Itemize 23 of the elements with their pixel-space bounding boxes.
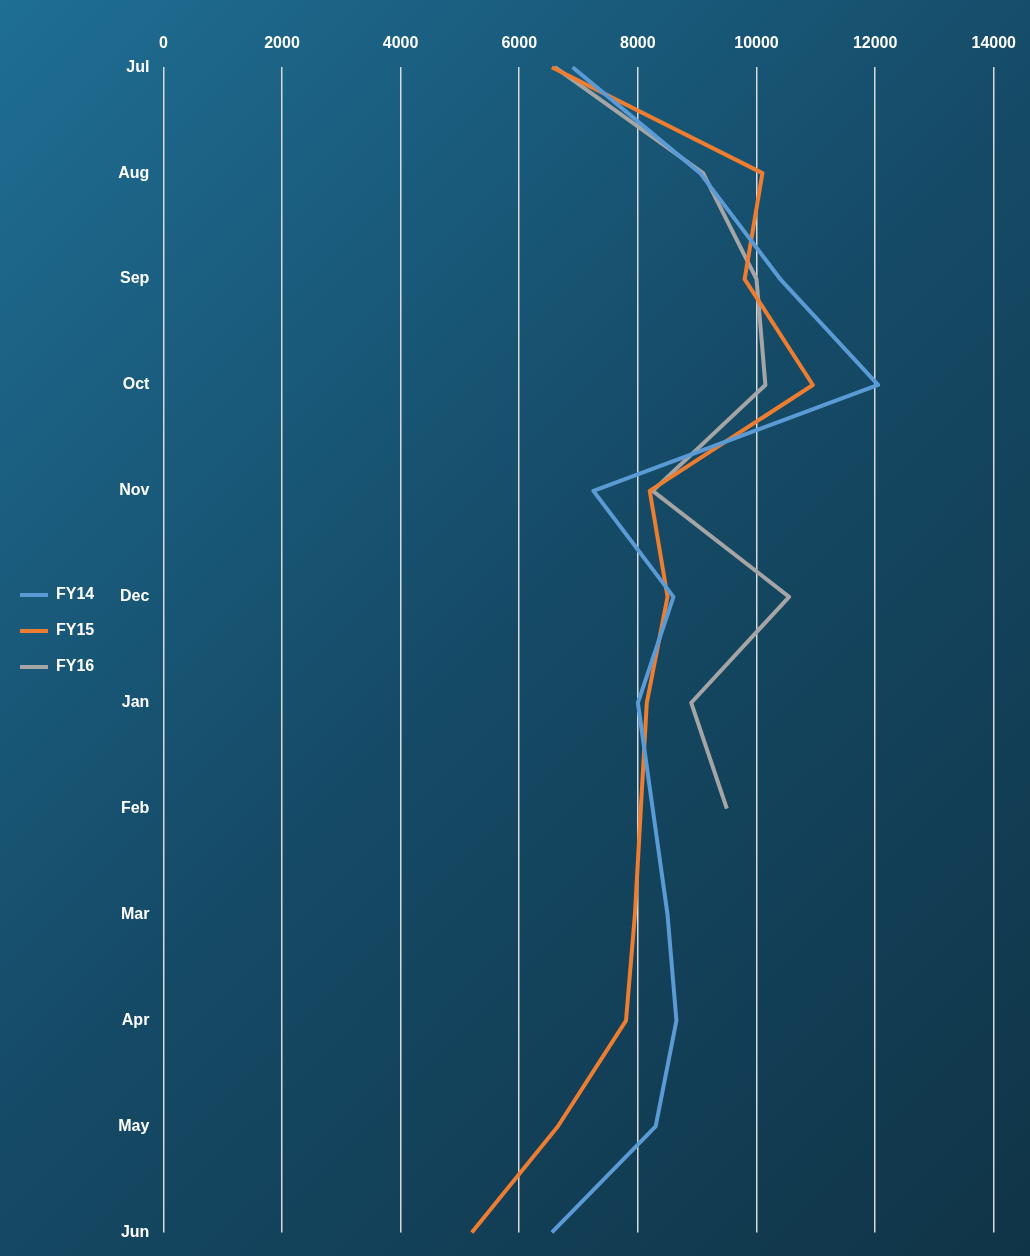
y-tick-label: Jun xyxy=(120,1222,150,1240)
y-tick-label: May xyxy=(118,1116,150,1134)
x-tick-label: 4000 xyxy=(382,34,419,52)
y-tick-label: Jan xyxy=(121,693,150,711)
y-tick-label: Jul xyxy=(126,57,150,75)
x-tick-label: 14000 xyxy=(971,34,1017,52)
x-tick-label: 8000 xyxy=(620,34,656,52)
legend-label: FY15 xyxy=(56,621,95,639)
y-tick-label: Aug xyxy=(118,163,150,181)
y-tick-label: Apr xyxy=(121,1010,150,1028)
y-tick-label: Dec xyxy=(120,587,150,605)
x-tick-label: 2000 xyxy=(264,34,300,52)
legend-label: FY14 xyxy=(56,585,95,603)
y-tick-label: Nov xyxy=(119,481,150,499)
y-tick-label: Feb xyxy=(120,799,150,817)
x-tick-label: 12000 xyxy=(852,34,898,52)
y-tick-label: Oct xyxy=(122,375,151,393)
y-tick-label: Mar xyxy=(120,905,150,923)
y-tick-label: Sep xyxy=(120,269,150,287)
x-tick-label: 6000 xyxy=(501,34,538,52)
x-tick-label: 0 xyxy=(158,34,168,52)
x-tick-label: 10000 xyxy=(734,34,779,52)
legend-label: FY16 xyxy=(56,657,95,675)
